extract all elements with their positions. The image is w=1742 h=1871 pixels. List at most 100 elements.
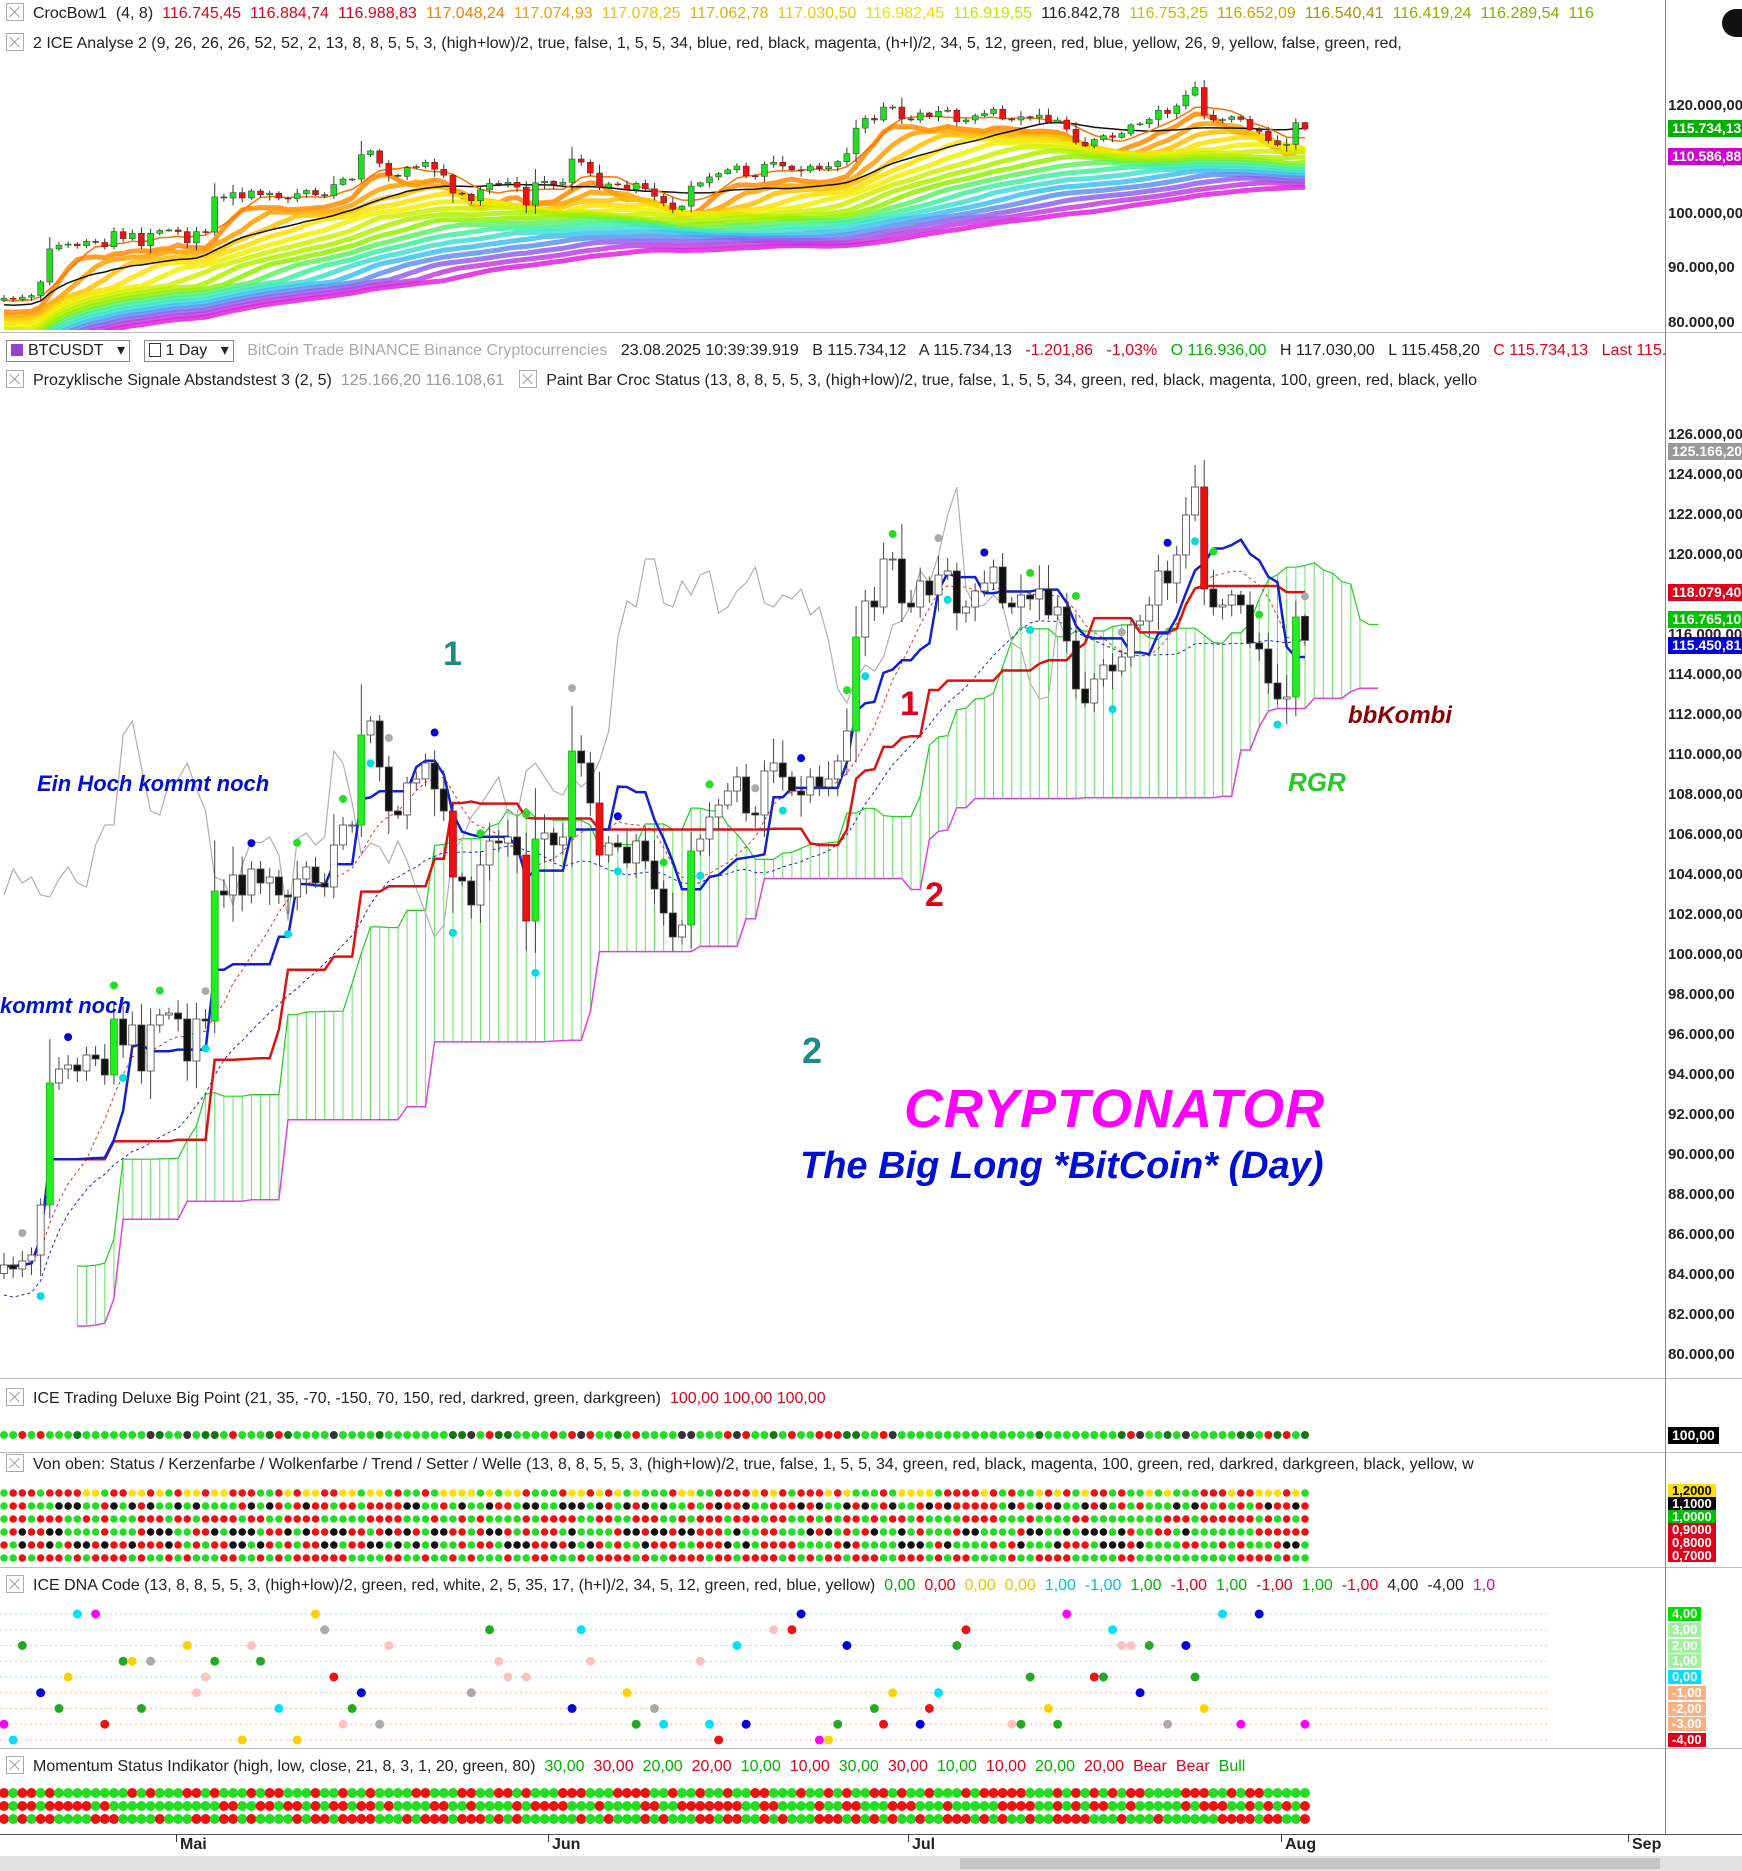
momentum-dot [640, 1801, 651, 1811]
momentum-dot [1025, 1801, 1036, 1811]
month-tick [176, 1834, 177, 1842]
momentum-dot [1006, 1788, 1017, 1798]
momentum-dot [741, 1814, 752, 1824]
top-candle-body [394, 175, 402, 177]
dna-tag: 2,00 [1668, 1638, 1702, 1653]
status-dot [265, 1554, 274, 1562]
status-dot [962, 1541, 970, 1549]
settings-icon[interactable] [1722, 9, 1742, 37]
status-dot [357, 1515, 366, 1523]
status-dot [293, 1502, 301, 1510]
momentum-dot [53, 1814, 64, 1824]
momentum-dot [686, 1788, 697, 1798]
dna-dot [146, 1656, 156, 1666]
dna-dot [1126, 1641, 1136, 1650]
status-tag: 0,8000 [1668, 1536, 1716, 1549]
main-axis-label: 110.000,00 [1668, 746, 1742, 763]
status-dot [1246, 1541, 1254, 1549]
status-dot [925, 1541, 934, 1549]
candle-body [723, 790, 732, 806]
status-dot [1182, 1515, 1190, 1523]
status-dot [192, 1528, 201, 1536]
scrollbar-thumb[interactable] [960, 1858, 1660, 1869]
symbol-selector[interactable]: BTCUSDT ▾ [6, 340, 131, 362]
dna-value: 0,00 [964, 1577, 996, 1594]
status-dot [934, 1554, 943, 1562]
status-dot [412, 1528, 421, 1536]
status-dot [513, 1515, 521, 1523]
status-dot [110, 1541, 118, 1549]
status-dot [485, 1502, 494, 1510]
status-dot [1200, 1554, 1209, 1562]
signal-dot [201, 1044, 210, 1053]
top-candle-body [724, 169, 732, 174]
status-dot [1099, 1515, 1108, 1523]
close-icon[interactable] [6, 3, 24, 21]
momentum-dot [841, 1814, 852, 1824]
momentum-dot [246, 1801, 257, 1811]
momentum-dot [832, 1801, 843, 1811]
status-dot [870, 1489, 879, 1497]
status-dot [934, 1528, 943, 1536]
status-dot [504, 1541, 512, 1549]
close-icon[interactable] [519, 370, 538, 388]
status-dot [192, 1541, 201, 1549]
status-dot [733, 1515, 741, 1523]
momentum-dot [72, 1814, 83, 1824]
momentum-dot [1116, 1814, 1127, 1824]
momentum-dot [200, 1788, 211, 1798]
signal-dot [613, 812, 622, 821]
candle-body [1017, 594, 1025, 608]
momentum-dot [374, 1814, 385, 1824]
close-icon[interactable] [6, 1575, 24, 1593]
status-dot [1273, 1502, 1282, 1510]
candle-body [1181, 514, 1190, 556]
top-candle-body [981, 113, 988, 116]
close-icon[interactable] [6, 370, 24, 388]
candle-body [100, 1058, 109, 1076]
signal-dot [1117, 628, 1126, 637]
status-dot [549, 1554, 558, 1562]
candle-body [219, 890, 228, 896]
momentum-dot [1235, 1814, 1246, 1824]
status-dot [623, 1541, 631, 1549]
status-dot [907, 1489, 915, 1497]
status-dot [247, 1541, 256, 1549]
dna-dot [0, 1719, 9, 1729]
momentum-dot [457, 1801, 468, 1811]
top-candle-body [403, 167, 411, 177]
status-dot [110, 1515, 118, 1523]
dna-dot [1199, 1704, 1209, 1713]
status-dot [476, 1502, 485, 1510]
momentum-dot [26, 1788, 37, 1798]
period-selector[interactable]: 1 Day ▾ [143, 340, 234, 362]
status-dot [110, 1528, 118, 1536]
close-icon[interactable] [6, 1756, 24, 1774]
momentum-dot [209, 1801, 220, 1811]
status-dot [137, 1515, 146, 1523]
status-dot [1081, 1541, 1089, 1549]
ice-trading-dot [732, 1431, 741, 1439]
status-dot [659, 1541, 668, 1549]
ice-trading-dot [1026, 1431, 1035, 1439]
candle-body [971, 590, 980, 608]
top-candle-body [550, 180, 557, 185]
candle-body [513, 836, 521, 856]
dna-value: 1,00 [1044, 1577, 1076, 1594]
ice-trading-dot [1191, 1431, 1200, 1439]
close-icon[interactable] [6, 1388, 24, 1406]
status-dot [494, 1502, 503, 1510]
top-candle-body [28, 295, 35, 298]
candle-body [311, 866, 320, 884]
ice-trading-dot [403, 1431, 412, 1439]
status-dot [504, 1502, 512, 1510]
status-dot [788, 1489, 796, 1497]
top-candle-body [761, 164, 768, 177]
close-icon[interactable] [6, 33, 24, 51]
candle-body [1007, 602, 1016, 608]
close-icon[interactable] [6, 1454, 24, 1472]
main-axis-label: 96.000,00 [1668, 1026, 1735, 1043]
dna-dot [246, 1641, 256, 1650]
status-dot [549, 1489, 558, 1497]
candle-body [137, 1024, 146, 1072]
